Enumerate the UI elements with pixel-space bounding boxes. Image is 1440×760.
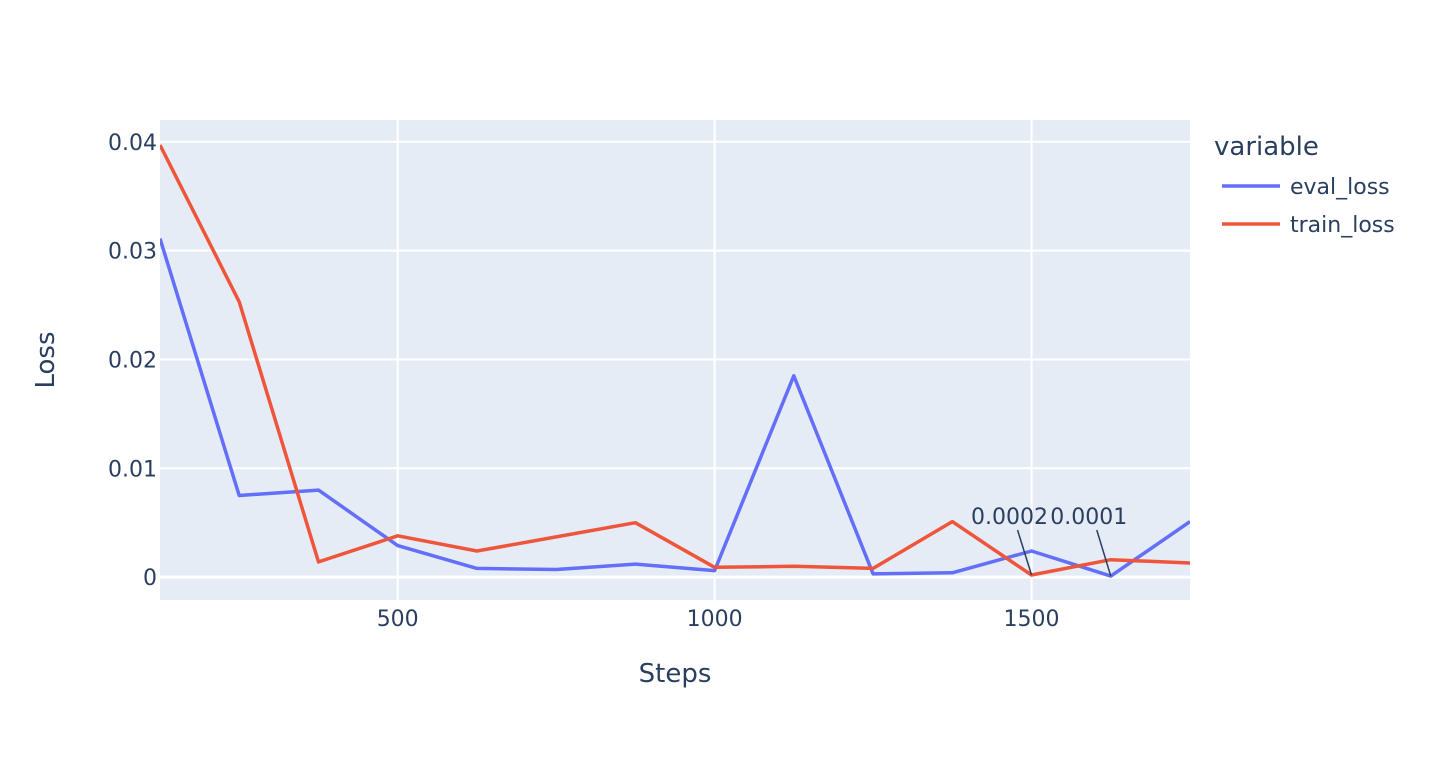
y-axis-title: Loss — [31, 331, 61, 388]
legend-title: variable — [1214, 132, 1319, 162]
y-tick-label: 0.04 — [108, 131, 157, 156]
series-line-eval-loss[interactable] — [160, 238, 1190, 578]
annotations: 0.0002 0.0001 — [971, 505, 1127, 577]
y-tick-label: 0.02 — [108, 348, 157, 373]
annotation: 0.0001 — [1050, 505, 1127, 577]
annotation-arrow — [1016, 529, 1033, 576]
annotation: 0.0002 — [971, 505, 1048, 576]
series-line-train-loss[interactable] — [160, 144, 1190, 577]
x-axis-title: Steps — [639, 659, 712, 689]
legend[interactable]: variable eval_loss train_loss — [1214, 132, 1395, 238]
grid-lines — [160, 120, 1190, 600]
x-tick-labels: 500 1000 1500 — [377, 607, 1060, 632]
y-tick-label: 0.03 — [108, 240, 157, 265]
annotation-arrow — [1096, 529, 1112, 577]
series-lines — [160, 144, 1190, 578]
y-tick-label: 0 — [143, 566, 157, 591]
x-tick-label: 1500 — [1004, 607, 1060, 632]
legend-label: train_loss — [1290, 213, 1395, 238]
y-tick-labels: 0 0.01 0.02 0.03 0.04 — [108, 131, 157, 591]
x-tick-label: 500 — [377, 607, 419, 632]
annotation-label: 0.0001 — [1050, 505, 1127, 530]
x-tick-label: 1000 — [687, 607, 743, 632]
legend-label: eval_loss — [1290, 175, 1390, 200]
annotation-label: 0.0002 — [971, 505, 1048, 530]
y-tick-label: 0.01 — [108, 457, 157, 482]
legend-item-train-loss[interactable]: train_loss — [1222, 213, 1395, 238]
legend-item-eval-loss[interactable]: eval_loss — [1222, 175, 1390, 200]
